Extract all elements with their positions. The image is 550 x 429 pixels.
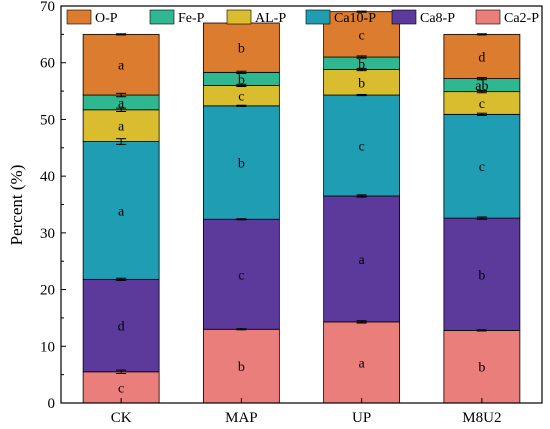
bar-Ca10-P-M8U2 <box>443 113 521 219</box>
letter-Ca2-P-M8U2: b <box>478 361 485 376</box>
legend-label-Ca2-P: Ca2-P <box>504 11 539 26</box>
letter-Ca8-P-UP: a <box>359 253 366 268</box>
letter-Fe-P-CK: a <box>118 96 125 111</box>
errorbar-AL-P-MAP <box>236 83 247 88</box>
errorbar-AL-P-UP <box>356 67 367 72</box>
letter-Ca8-P-CK: d <box>118 320 125 335</box>
legend-label-O-P: O-P <box>95 11 118 26</box>
errorbar-Ca10-P-MAP <box>236 104 247 107</box>
errorbar-Ca2-P-M8U2 <box>476 329 487 332</box>
letter-Ca2-P-CK: c <box>118 381 124 396</box>
errorbar-Ca2-P-MAP <box>236 328 247 331</box>
bar-AL-P-CK <box>82 109 160 142</box>
x-axis: CK MAP UP M8U2 <box>111 398 501 426</box>
errorbar-Ca10-P-UP <box>356 93 367 97</box>
letter-Ca2-P-UP: a <box>359 356 366 371</box>
bar-Ca8-P-MAP <box>202 218 280 330</box>
errorbar-O-P-M8U2 <box>476 33 487 36</box>
letter-Fe-P-MAP: b <box>238 73 245 88</box>
legend-swatch-AL-P <box>226 9 252 25</box>
y-tick-label-40: 40 <box>40 169 55 185</box>
legend-item-AL-P: AL-P <box>226 9 286 26</box>
errorbar-Fe-P-CK <box>116 92 127 98</box>
letter-Ca2-P-MAP: b <box>238 360 245 375</box>
errorbar-O-P-CK <box>116 33 127 36</box>
bar-O-P-MAP <box>202 22 280 73</box>
errorbar-Ca8-P-CK <box>116 277 127 281</box>
legend-item-Ca8-P: Ca8-P <box>391 9 455 26</box>
errorbar-O-P-UP <box>356 10 367 13</box>
letter-O-P-MAP: b <box>238 42 245 57</box>
letter-AL-P-UP: b <box>358 76 365 91</box>
legend-item-Ca10-P: Ca10-P <box>305 9 376 26</box>
errorbar-Ca8-P-MAP <box>236 218 247 221</box>
bar-Ca10-P-UP <box>323 94 401 197</box>
letter-Ca10-P-UP: c <box>359 140 365 155</box>
errorbar-Fe-P-UP <box>356 55 367 59</box>
legend-item-Fe-P: Fe-P <box>149 9 205 26</box>
y-axis-title: Percent (%) <box>7 165 26 246</box>
letter-AL-P-MAP: c <box>238 90 244 105</box>
bar-Ca2-P-CK <box>82 371 160 404</box>
letter-O-P-CK: a <box>118 59 125 74</box>
y-tick-label-50: 50 <box>40 112 55 128</box>
legend-label-Fe-P: Fe-P <box>178 11 205 26</box>
errorbar-Ca2-P-CK <box>116 369 127 375</box>
errorbar-AL-P-CK <box>116 107 127 112</box>
y-tick-label-70: 70 <box>40 0 55 15</box>
bar-Ca2-P-UP <box>323 321 401 404</box>
legend-swatch-O-P <box>66 9 92 25</box>
bars-group <box>82 11 521 404</box>
legend-item-O-P: O-P <box>66 9 118 26</box>
legend-swatch-Fe-P <box>149 9 175 25</box>
legend-label-Ca10-P: Ca10-P <box>334 11 376 26</box>
letter-AL-P-CK: a <box>118 120 125 135</box>
errorbar-Ca10-P-M8U2 <box>476 112 487 116</box>
letter-AL-P-M8U2: c <box>479 97 485 112</box>
bar-Ca8-P-CK <box>82 278 160 373</box>
x-tick-label-M8U2: M8U2 <box>462 410 501 426</box>
y-tick-label-30: 30 <box>40 226 55 242</box>
letter-Ca8-P-MAP: c <box>238 268 244 283</box>
error-bars-group <box>116 10 487 375</box>
bar-Ca8-P-M8U2 <box>443 217 521 331</box>
letter-Ca8-P-M8U2: b <box>478 268 485 283</box>
y-tick-label-20: 20 <box>40 283 55 299</box>
letter-Ca10-P-MAP: b <box>238 157 245 172</box>
legend-item-Ca2-P: Ca2-P <box>475 9 539 26</box>
errorbar-Fe-P-MAP <box>236 70 247 74</box>
y-tick-label-0: 0 <box>48 396 56 412</box>
letter-Ca10-P-M8U2: c <box>479 160 485 175</box>
letter-O-P-UP: c <box>359 28 365 43</box>
bar-Ca10-P-MAP <box>202 105 280 220</box>
errorbar-Ca2-P-UP <box>356 320 367 324</box>
x-tick-label-UP: UP <box>352 410 371 426</box>
bar-O-P-M8U2 <box>443 33 521 79</box>
errorbar-Fe-P-M8U2 <box>476 76 487 81</box>
legend-label-AL-P: AL-P <box>255 11 286 26</box>
letter-O-P-M8U2: d <box>478 50 485 65</box>
legend: O-P Fe-P AL-P Ca10-P Ca8-P Ca2-P <box>66 9 539 26</box>
legend-swatch-Ca8-P <box>391 9 417 25</box>
letter-Fe-P-UP: b <box>358 57 365 72</box>
legend-swatch-Ca10-P <box>305 9 331 25</box>
errorbar-Ca8-P-M8U2 <box>476 216 487 220</box>
y-tick-label-60: 60 <box>40 56 55 72</box>
errorbar-AL-P-M8U2 <box>476 90 487 94</box>
errorbar-Ca10-P-CK <box>116 138 127 145</box>
letter-Fe-P-M8U2: ab <box>475 79 488 94</box>
y-axis: 0 10 20 30 40 50 60 70 <box>40 0 66 412</box>
letter-Ca10-P-CK: a <box>118 204 125 219</box>
legend-swatch-Ca2-P <box>475 9 501 25</box>
legend-label-Ca8-P: Ca8-P <box>420 11 455 26</box>
x-tick-label-MAP: MAP <box>225 410 258 426</box>
errorbar-Ca8-P-UP <box>356 194 367 198</box>
y-tick-label-10: 10 <box>40 339 55 355</box>
x-tick-label-CK: CK <box>111 410 132 426</box>
